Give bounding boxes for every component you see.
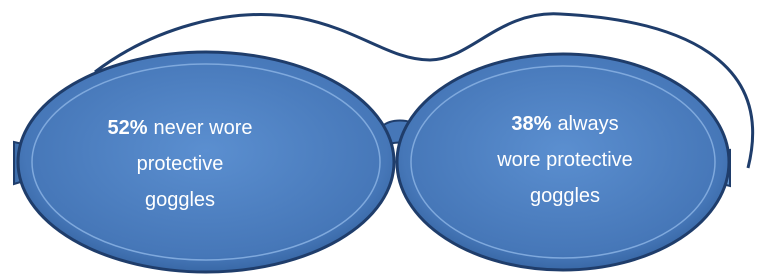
- lens-text-line: 38% always: [511, 113, 618, 135]
- text: never wore: [154, 117, 253, 139]
- lens-text-line: wore protective: [496, 149, 633, 171]
- goggles-infographic: 52% never wore protective goggles 38% always w…: [0, 0, 768, 278]
- text: goggles: [145, 189, 215, 211]
- lens-text-line: protective: [137, 153, 224, 175]
- text: always: [557, 113, 618, 135]
- lens-text-line: 52% never wore: [108, 117, 253, 139]
- text: protective: [137, 153, 224, 175]
- text: goggles: [530, 185, 600, 207]
- percent: 52%: [108, 117, 148, 139]
- lens-text-line: goggles: [530, 185, 600, 207]
- text: wore protective: [496, 149, 633, 171]
- percent: 38%: [511, 113, 551, 135]
- lens-text-line: goggles: [145, 189, 215, 211]
